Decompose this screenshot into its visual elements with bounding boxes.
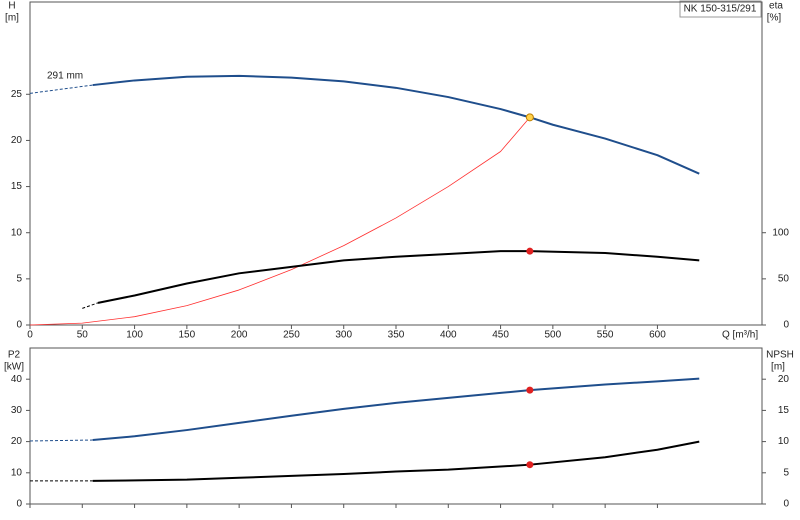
y2-tick-label: 0 (783, 499, 789, 510)
y-unit: [kW] (4, 362, 24, 373)
y2-tick-label: 5 (783, 467, 789, 478)
y-tick-label: 10 (11, 227, 23, 238)
curve (92, 377, 700, 442)
y2-tick-label: 20 (778, 374, 790, 385)
chart-title: NK 150-315/291 (684, 4, 757, 15)
y-tick-label: 5 (16, 273, 22, 284)
x-tick-label: 550 (597, 330, 614, 341)
operating-point (526, 386, 534, 394)
x-tick-label: 150 (179, 330, 196, 341)
x-tick-label: 350 (388, 330, 405, 341)
y2-tick-label: 100 (772, 227, 789, 238)
y-tick-label: 30 (11, 405, 23, 416)
annotation: 291 mm (47, 71, 83, 82)
y-tick-label: 40 (11, 374, 23, 385)
y2-tick-label: 0 (783, 320, 789, 331)
y2-label: eta (769, 1, 783, 12)
y-tick-label: 15 (11, 181, 23, 192)
curve (92, 440, 700, 482)
x-tick-label: 100 (126, 330, 143, 341)
y2-tick-label: 15 (778, 405, 790, 416)
y-tick-label: 0 (16, 499, 22, 510)
x-tick-label: 0 (27, 330, 33, 341)
y-label: H (8, 1, 15, 12)
y2-unit: [m] (771, 362, 785, 373)
y-tick-label: 0 (16, 320, 22, 331)
curve (29, 117, 531, 326)
y-tick-label: 25 (11, 89, 23, 100)
x-tick-label: 450 (492, 330, 509, 341)
y-tick-label: 20 (11, 135, 23, 146)
operating-point (526, 461, 534, 469)
curve (29, 84, 93, 94)
y2-tick-label: 50 (778, 273, 790, 284)
y2-label: NPSH (766, 350, 794, 361)
x-tick-label: 200 (231, 330, 248, 341)
y-tick-label: 10 (11, 467, 23, 478)
x-tick-label: 500 (545, 330, 562, 341)
x-tick-label: 50 (77, 330, 89, 341)
y-unit: [m] (5, 13, 19, 24)
x-tick-label: 300 (335, 330, 352, 341)
x-label: Q [m³/h] (722, 330, 758, 341)
x-tick-label: 250 (283, 330, 300, 341)
curve (29, 439, 93, 442)
x-tick-label: 400 (440, 330, 457, 341)
y2-tick-label: 10 (778, 436, 790, 447)
title-box (679, 0, 762, 18)
y2-unit: [%] (767, 13, 782, 24)
y-tick-label: 20 (11, 436, 23, 447)
y-label: P2 (8, 350, 21, 361)
curve (97, 250, 700, 304)
operating-point (525, 113, 534, 122)
curve (82, 302, 99, 309)
x-tick-label: 600 (649, 330, 666, 341)
curve (92, 74, 700, 175)
operating-point (526, 247, 534, 255)
